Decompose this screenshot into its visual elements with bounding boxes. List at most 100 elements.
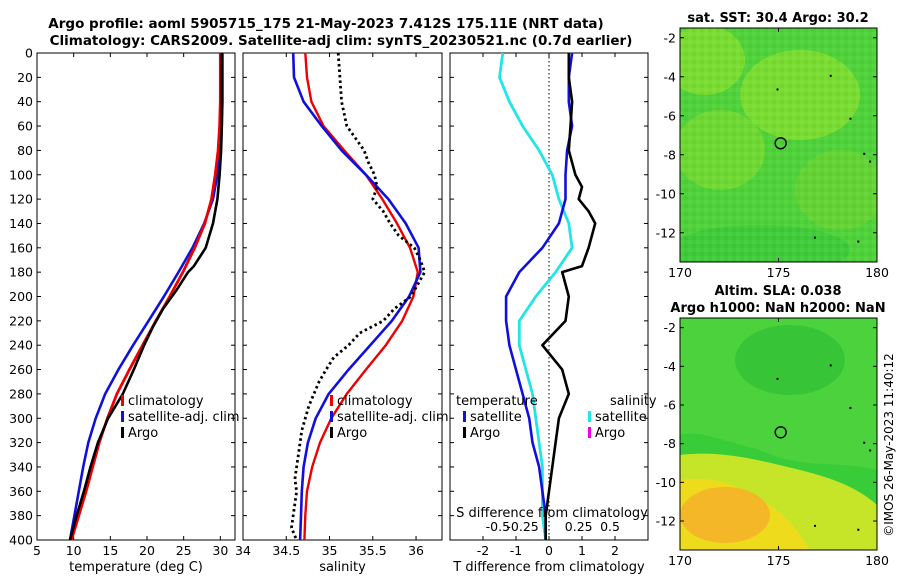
- plot-frame: [36, 52, 236, 541]
- legend-label: satellite: [470, 410, 522, 425]
- salinity-axes: 34 34.5 35 35.5 36 salinity climatologysatelli…: [235, 52, 449, 575]
- series-line-temperature-argo: [541, 53, 597, 540]
- island-mark: [813, 236, 816, 239]
- island-mark: [869, 160, 872, 163]
- difference-axes: -2 -1 0 1 2 T difference from climatology -0.5…: [449, 52, 657, 575]
- island-mark: [829, 364, 832, 367]
- sla-dark-patch: [735, 325, 845, 395]
- map-x-tick-label: 180: [865, 265, 889, 280]
- legend-swatch: [330, 411, 333, 422]
- y-tick-label: 280: [9, 386, 33, 401]
- map-y-tick-label: -8: [664, 436, 677, 451]
- y-tick-label: 380: [9, 508, 33, 523]
- x-tick-label: 10: [66, 543, 82, 558]
- x-tick-label: 1: [578, 543, 586, 558]
- y-tick-label: 360: [9, 484, 33, 499]
- x-tick-label: 30: [212, 543, 228, 558]
- title-line-1: Argo profile: aoml 5905715_175 21-May-20…: [48, 16, 603, 32]
- imos-watermark: ©IMOS 26-May-2023 11:40:12: [882, 353, 896, 537]
- x-axis-label: salinity: [319, 560, 366, 575]
- x-tick-label: 2: [611, 543, 619, 558]
- series-line-climatology: [303, 52, 419, 541]
- x-tick-label: 15: [102, 543, 118, 558]
- legend-title-salinity: salinity: [610, 394, 657, 409]
- island-mark: [863, 152, 866, 155]
- map-y-tick-label: -8: [664, 147, 677, 162]
- map-y-tick-label: -12: [656, 514, 676, 529]
- legend-label: satellite: [595, 410, 647, 425]
- map-y-tick-label: -4: [664, 359, 677, 374]
- legend-label: climatology: [337, 394, 413, 409]
- map-x-tick-label: 170: [668, 265, 692, 280]
- sla-orange-patch: [680, 487, 770, 543]
- y-tick-label: 0: [25, 46, 33, 61]
- sla-map-title-2: Argo h1000: NaN h2000: NaN: [670, 301, 885, 316]
- map-y-tick-label: -2: [664, 30, 676, 45]
- island-mark: [829, 74, 832, 77]
- legend-swatch: [121, 427, 124, 438]
- legend-swatch: [588, 411, 591, 422]
- x-tick-label: -1: [510, 543, 522, 558]
- legend-swatch: [330, 395, 333, 406]
- y-tick-label: 80: [17, 143, 33, 158]
- x-tick-label: 34.5: [272, 543, 300, 558]
- legend-title-temperature: temperature: [456, 394, 538, 409]
- y-tick-label: 400: [9, 533, 33, 548]
- x-tick-label: 35: [322, 543, 338, 558]
- island-mark: [857, 528, 860, 531]
- temperature-axes: 0 20 40 60 80 100 120 140 160 180 200 220 240 260 280 3…: [9, 46, 239, 576]
- y-tick-label: 20: [17, 70, 33, 85]
- legend-swatch: [121, 395, 124, 406]
- x-axis-label: T difference from climatology: [452, 560, 645, 575]
- x-tick-label: 34: [235, 543, 251, 558]
- legend-swatch: [463, 411, 466, 422]
- y-tick-label: 60: [17, 119, 33, 134]
- series-line-argo: [68, 53, 224, 541]
- argo-position-marker: [774, 426, 787, 439]
- legend-label: satellite-adj. clim: [337, 410, 449, 425]
- legend-label: Argo: [595, 426, 625, 441]
- legend-swatch: [588, 427, 591, 438]
- map-x-tick-label: 180: [865, 553, 889, 568]
- legend-label: Argo: [337, 426, 367, 441]
- x-tick-label: 35.5: [359, 543, 387, 558]
- y-tick-label: 120: [9, 192, 33, 207]
- map-y-tick-label: -10: [656, 475, 676, 490]
- series-line-argo: [290, 52, 427, 541]
- island-mark: [813, 524, 816, 527]
- map-y-tick-label: -4: [664, 69, 677, 84]
- island-mark: [869, 449, 872, 452]
- legend-swatch: [330, 427, 333, 438]
- y-tick-label: 300: [9, 411, 33, 426]
- island-mark: [849, 117, 852, 120]
- map-y-tick-label: -2: [664, 320, 676, 335]
- salinity-diff-tick-label: -0.25: [506, 519, 538, 534]
- map-y-tick-label: -10: [656, 186, 676, 201]
- y-tick-label: 340: [9, 459, 33, 474]
- map-y-tick-label: -6: [664, 398, 677, 413]
- island-mark: [776, 377, 779, 380]
- y-tick-label: 40: [17, 94, 33, 109]
- legend-label: climatology: [128, 394, 204, 409]
- y-tick-label: 200: [9, 289, 33, 304]
- y-tick-label: 160: [9, 240, 33, 255]
- salinity-diff-tick-label: 0.25: [565, 519, 593, 534]
- salinity-diff-tick-label: 0.5: [600, 519, 620, 534]
- map-y-tick-label: -12: [656, 225, 676, 240]
- sst-map-title: sat. SST: 30.4 Argo: 30.2: [687, 11, 868, 26]
- argo-position-marker: [774, 137, 787, 150]
- legend-label: Argo: [470, 426, 500, 441]
- x-tick-label: 36: [408, 543, 424, 558]
- legend-swatch: [121, 411, 124, 422]
- sst-axes: -2 -4 -6 -8 -10 -12 170 175 180: [656, 27, 889, 280]
- sst-map: sat. SST: 30.4 Argo: 30.2 -2 -4 -6 -8 -10 -12…: [656, 11, 889, 280]
- series-line-salinity-satellite: [498, 52, 574, 541]
- island-mark: [863, 441, 866, 444]
- x-axis-label: temperature (deg C): [69, 560, 203, 575]
- y-tick-label: 260: [9, 362, 33, 377]
- legend-label: satellite-adj. clim: [128, 410, 240, 425]
- map-x-tick-label: 175: [767, 265, 791, 280]
- island-mark: [849, 406, 852, 409]
- y-tick-label: 100: [9, 167, 33, 182]
